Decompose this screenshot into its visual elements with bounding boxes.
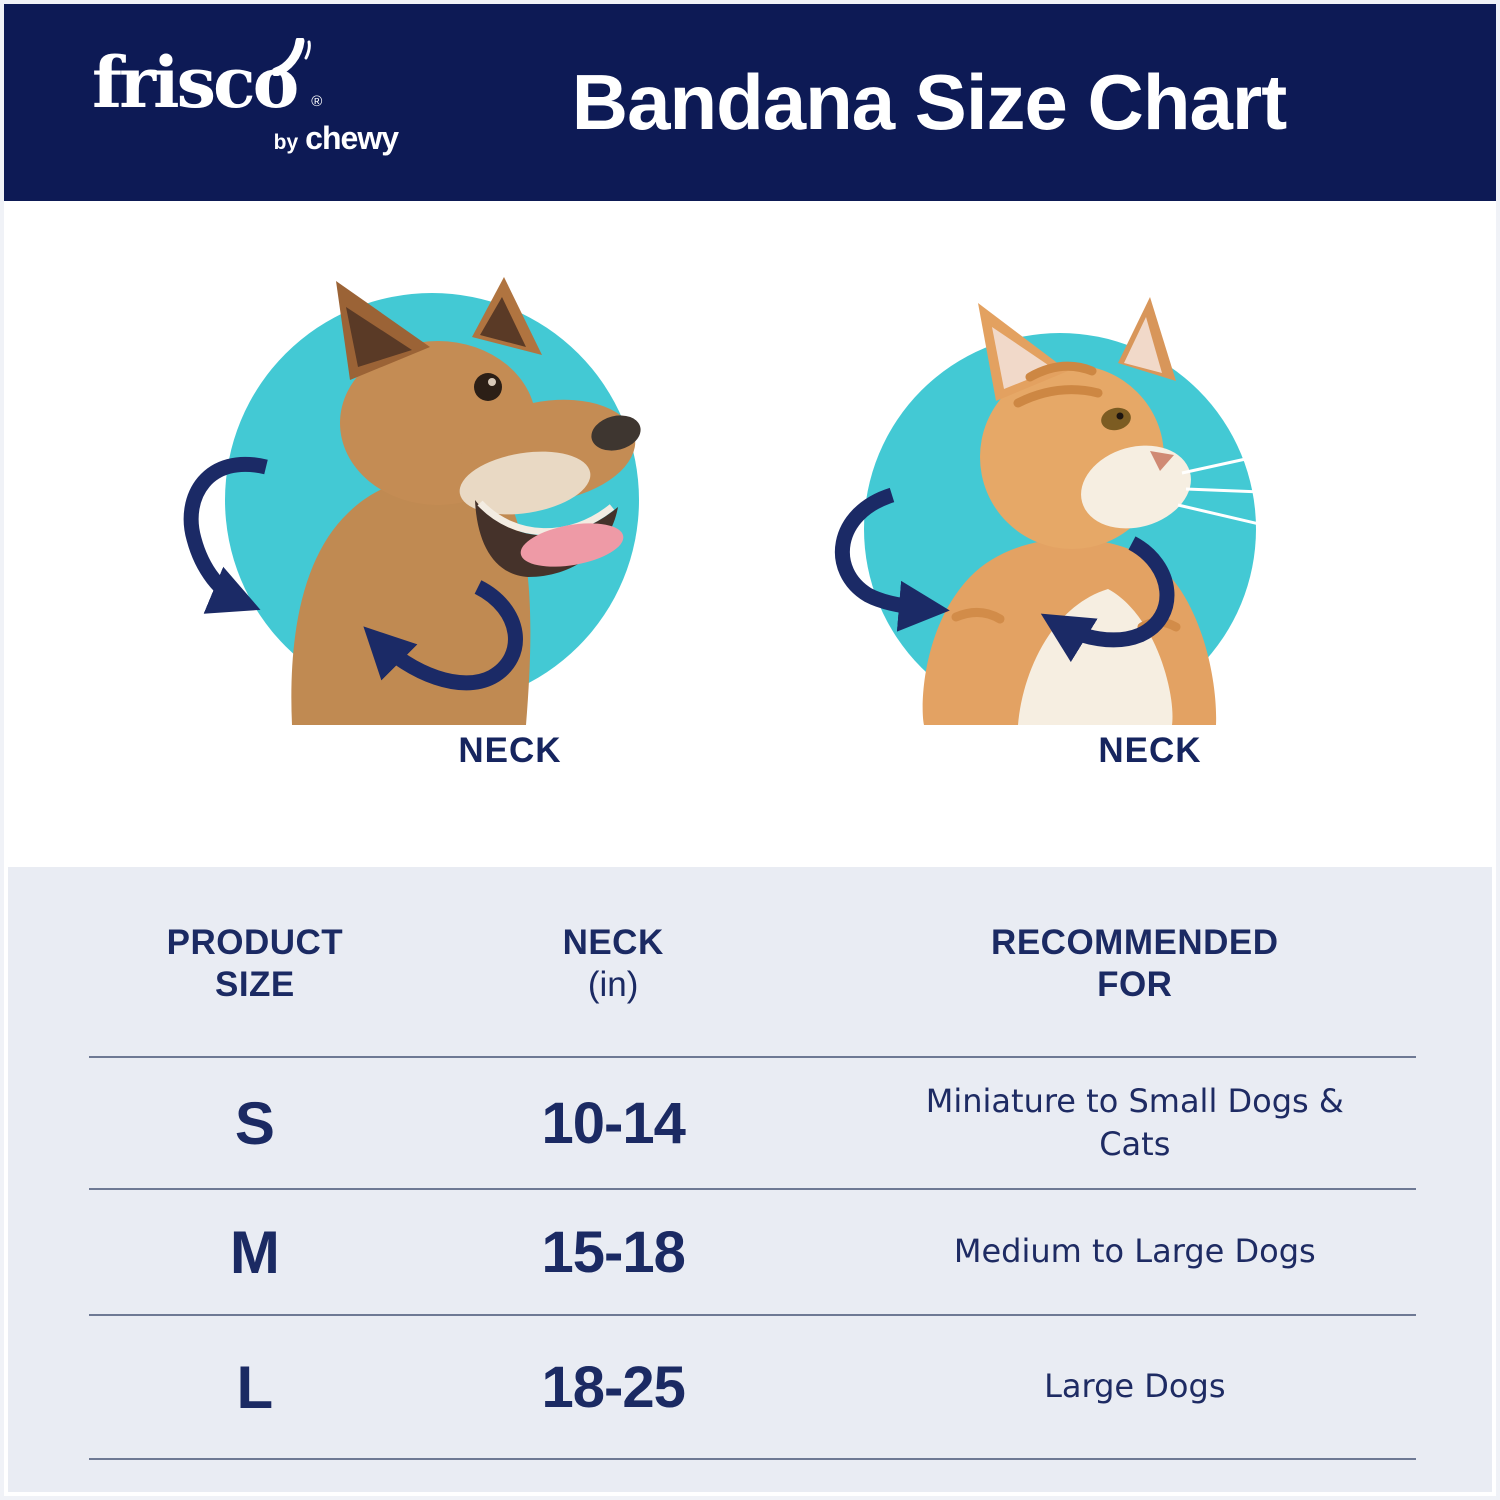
recommended-for-value: Large Dogs xyxy=(1044,1367,1226,1406)
neck-range-value: 10-14 xyxy=(541,1090,685,1156)
row-divider xyxy=(89,1056,1416,1058)
size-value: S xyxy=(234,1089,275,1157)
column-header-product-size: PRODUCT SIZE xyxy=(166,923,344,1004)
row-divider xyxy=(89,1314,1416,1316)
table-row-large: L 18-25 Large Dogs xyxy=(89,1316,1416,1458)
frisco-by-chewy-logo: frisco ® by chewy xyxy=(92,36,399,157)
registered-mark: ® xyxy=(311,93,323,110)
table-row-medium: M 15-18 Medium to Large Dogs xyxy=(89,1190,1416,1314)
cat-photo xyxy=(835,297,1289,725)
frisco-logo-text: frisco xyxy=(92,41,299,124)
by-text: by xyxy=(273,131,299,154)
header-banner: frisco ® by chewy Bandana Size Chart xyxy=(4,4,1496,201)
chewy-logo-text: chewy xyxy=(305,120,399,156)
neck-measure-arrows-icon xyxy=(183,456,523,691)
cat-diagram: NECK xyxy=(820,255,1320,863)
frisco-logo: frisco ® xyxy=(92,36,322,118)
row-divider xyxy=(89,1458,1416,1460)
dog-neck-label: NECK xyxy=(458,731,562,770)
size-value: L xyxy=(236,1353,274,1421)
neck-range-value: 18-25 xyxy=(541,1354,685,1420)
neck-measure-arrows-icon xyxy=(835,487,1175,663)
measurement-diagrams: NECK xyxy=(4,201,1496,863)
column-header-recommended-for: RECOMMENDED FOR xyxy=(991,923,1279,1004)
neck-range-value: 15-18 xyxy=(541,1219,685,1285)
row-divider xyxy=(89,1188,1416,1190)
recommended-for-value: Miniature to Small Dogs & Cats xyxy=(925,1081,1344,1163)
by-chewy-byline: by chewy xyxy=(273,120,399,157)
recommended-for-value: Medium to Large Dogs xyxy=(953,1232,1316,1271)
tail-swoosh-icon xyxy=(271,36,312,81)
table-row-small: S 10-14 Miniature to Small Dogs & Cats xyxy=(89,1058,1416,1188)
column-header-neck-in: NECK (in) xyxy=(562,923,664,1004)
cat-neck-label: NECK xyxy=(1098,731,1202,770)
dog-photo xyxy=(183,277,641,725)
size-table: PRODUCT SIZE NECK (in) RECOMMENDED FOR S… xyxy=(8,867,1492,1492)
size-table-header-row: PRODUCT SIZE NECK (in) RECOMMENDED FOR xyxy=(89,867,1416,1056)
dog-diagram: NECK xyxy=(180,255,680,863)
page-title: Bandana Size Chart xyxy=(571,58,1288,146)
size-value: M xyxy=(229,1218,280,1286)
